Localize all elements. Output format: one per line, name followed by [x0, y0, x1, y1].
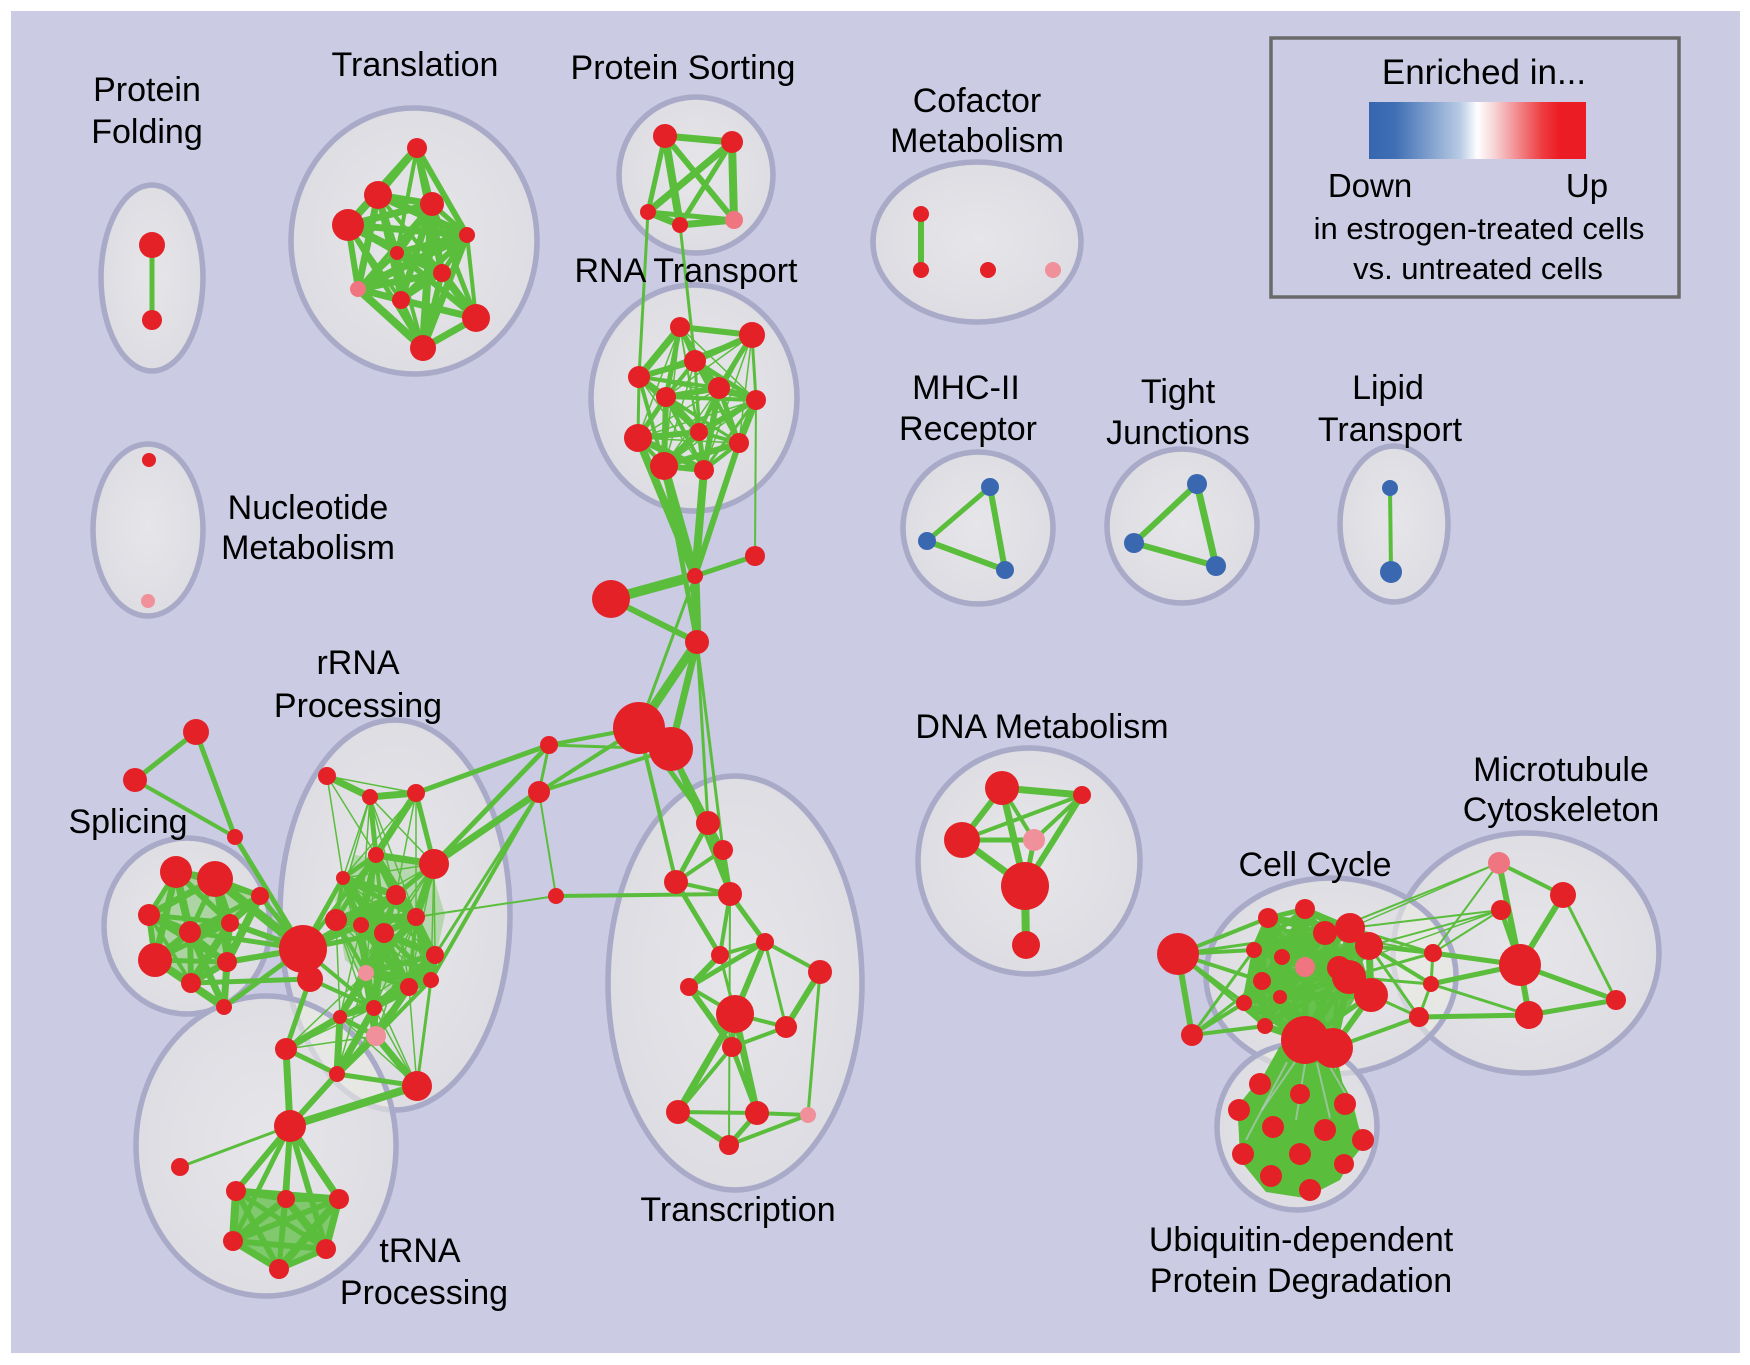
svg-text:tRNA: tRNA	[379, 1232, 461, 1270]
svg-text:Tight: Tight	[1141, 373, 1216, 411]
svg-text:Nucleotide: Nucleotide	[228, 489, 389, 527]
svg-text:vs. untreated cells: vs. untreated cells	[1353, 251, 1603, 286]
svg-text:in estrogen-treated cells: in estrogen-treated cells	[1314, 211, 1645, 246]
svg-text:Receptor: Receptor	[899, 410, 1037, 448]
svg-text:rRNA: rRNA	[316, 644, 399, 682]
svg-text:RNA Transport: RNA Transport	[575, 252, 799, 290]
svg-text:Processing: Processing	[274, 687, 442, 725]
svg-text:Up: Up	[1566, 167, 1608, 204]
svg-text:DNA Metabolism: DNA Metabolism	[915, 708, 1168, 746]
svg-text:Cell Cycle: Cell Cycle	[1238, 846, 1391, 884]
svg-text:Lipid: Lipid	[1352, 369, 1424, 407]
svg-text:Transport: Transport	[1318, 411, 1463, 449]
svg-text:Protein Degradation: Protein Degradation	[1150, 1262, 1452, 1300]
svg-text:Processing: Processing	[340, 1274, 508, 1312]
svg-text:Cofactor: Cofactor	[913, 82, 1042, 120]
svg-text:MHC-II: MHC-II	[912, 369, 1020, 407]
svg-text:Junctions: Junctions	[1106, 414, 1250, 452]
svg-text:Enriched in...: Enriched in...	[1382, 53, 1586, 92]
svg-text:Folding: Folding	[91, 113, 203, 151]
svg-text:Translation: Translation	[332, 46, 499, 84]
svg-text:Cytoskeleton: Cytoskeleton	[1463, 791, 1660, 829]
svg-text:Metabolism: Metabolism	[221, 529, 395, 567]
svg-text:Ubiquitin-dependent: Ubiquitin-dependent	[1149, 1221, 1454, 1259]
svg-text:Metabolism: Metabolism	[890, 122, 1064, 160]
svg-text:Transcription: Transcription	[640, 1191, 835, 1229]
svg-text:Down: Down	[1328, 167, 1412, 204]
svg-text:Protein Sorting: Protein Sorting	[571, 49, 796, 87]
svg-text:Protein: Protein	[93, 71, 201, 109]
svg-text:Splicing: Splicing	[68, 803, 187, 841]
svg-text:Microtubule: Microtubule	[1473, 751, 1649, 789]
